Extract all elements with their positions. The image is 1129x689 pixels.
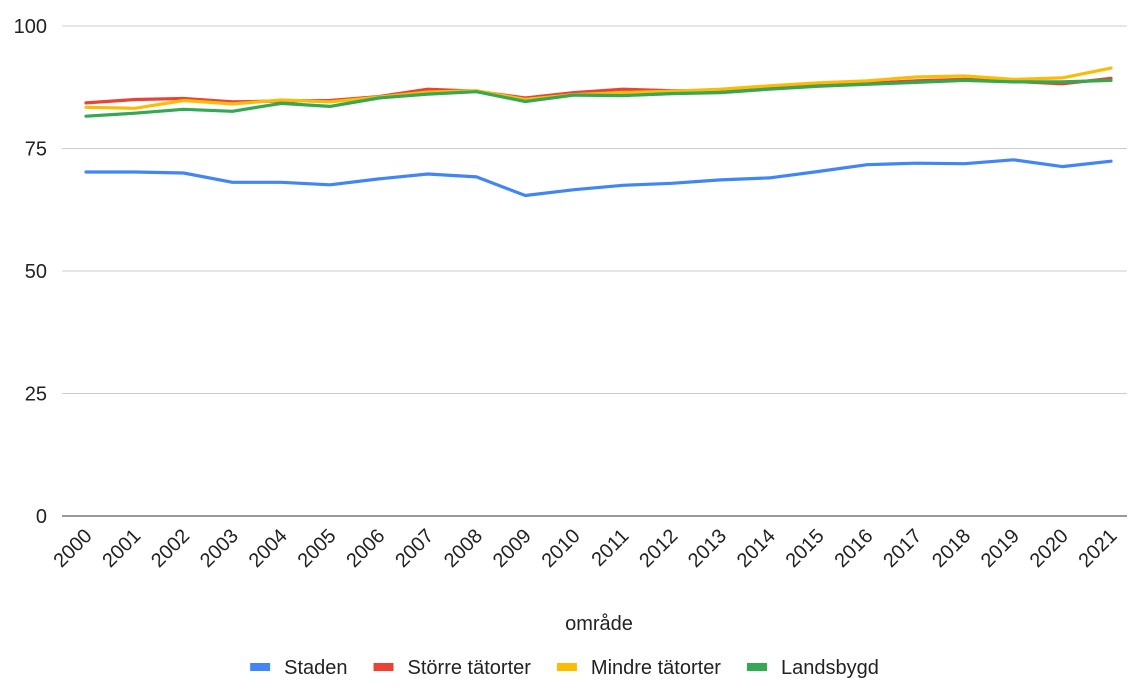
series-line-landsbygd	[84, 78, 1113, 118]
x-tick-label: 2012	[635, 525, 682, 572]
x-tick-label: 2000	[50, 525, 97, 572]
x-tick-label: 2001	[98, 525, 145, 572]
y-tick-label: 75	[25, 139, 47, 161]
x-tick-label: 2007	[391, 525, 438, 572]
x-tick-label: 2021	[1075, 525, 1122, 572]
legend-label: Staden	[284, 657, 347, 679]
x-axis-title: område	[565, 613, 633, 635]
x-tick-label: 2016	[830, 525, 877, 572]
x-tick-label: 2019	[977, 525, 1024, 572]
y-tick-label: 100	[14, 16, 47, 38]
series-line-staden	[84, 158, 1113, 198]
x-tick-label: 2006	[342, 525, 389, 572]
gridlines	[62, 25, 1127, 517]
x-tick-label: 2002	[147, 525, 194, 572]
legend-swatch	[556, 663, 577, 671]
legend-item: Större tätorter	[373, 657, 532, 679]
x-tick-label: 2009	[489, 525, 536, 572]
x-tick-label: 2004	[245, 525, 292, 572]
y-tick-label: 0	[36, 506, 47, 528]
x-tick-label: 2015	[782, 525, 829, 572]
x-tick-label: 2013	[684, 525, 731, 572]
legend-item: Staden	[250, 657, 348, 679]
x-tick-label: 2008	[440, 525, 487, 572]
series-line-mindre-tätorter	[84, 66, 1113, 110]
legend: Staden Större tätorter Mindre tätorter Land…	[250, 657, 879, 679]
legend-item: Landsbygd	[746, 657, 879, 679]
legend-label: Landsbygd	[781, 657, 879, 679]
y-tick-label: 50	[25, 261, 47, 283]
x-axis-tick-labels: 2000 2001 2002 2003 2004 2005 2006 2007 2008 2009…	[50, 525, 1122, 572]
legend-label: Större tätorter	[408, 657, 532, 679]
x-tick-label: 2018	[928, 525, 975, 572]
x-tick-label: 2010	[538, 525, 585, 572]
x-tick-label: 2014	[733, 525, 780, 572]
x-tick-label: 2011	[587, 525, 633, 571]
x-tick-label: 2003	[196, 525, 243, 572]
y-tick-label: 25	[25, 384, 47, 406]
series-lines	[84, 66, 1113, 198]
x-tick-label: 2020	[1026, 525, 1073, 572]
legend-item: Mindre tätorter	[556, 657, 721, 679]
legend-swatch	[373, 663, 394, 671]
y-axis-tick-labels: 0 25 50 75 100	[14, 16, 47, 528]
legend-swatch	[746, 663, 767, 671]
x-tick-label: 2005	[294, 525, 341, 572]
legend-swatch	[250, 663, 271, 671]
legend-label: Mindre tätorter	[591, 657, 721, 679]
x-tick-label: 2017	[879, 525, 926, 572]
